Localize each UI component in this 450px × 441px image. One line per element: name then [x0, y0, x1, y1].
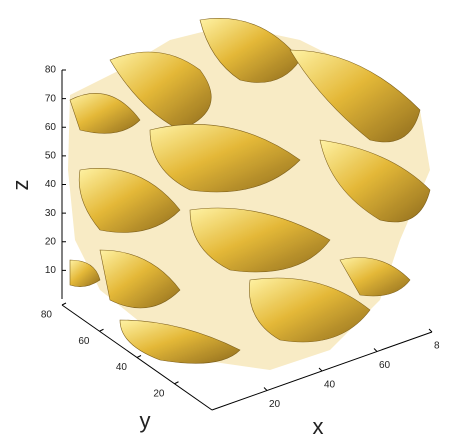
y-tick-label: 60 [78, 336, 90, 347]
z-tick-label: 50 [45, 151, 57, 162]
z-tick-label: 30 [45, 208, 57, 219]
y-tick-label: 80 [41, 310, 53, 321]
z-tick-label: 10 [45, 265, 57, 276]
x-tick [319, 368, 322, 371]
z-tick-label: 80 [45, 65, 57, 76]
x-tick-label: 40 [324, 380, 336, 391]
x-tick [374, 349, 377, 352]
x-axis-label: x [313, 414, 324, 439]
y-tick-label: 20 [153, 388, 165, 399]
z-axis-label: z [8, 180, 33, 191]
z-tick-label: 40 [45, 179, 57, 190]
y-tick [62, 303, 66, 305]
x-tick [429, 329, 432, 332]
x-tick-label: 8 [434, 341, 440, 352]
y-tick [100, 329, 104, 331]
z-tick-label: 60 [45, 122, 57, 133]
x-tick-label: 60 [379, 360, 391, 371]
x-tick [264, 388, 267, 391]
z-tick-label: 20 [45, 236, 57, 247]
y-tick [175, 382, 179, 384]
y-tick [137, 356, 141, 358]
y-tick-label: 40 [116, 362, 128, 373]
isosurface [68, 18, 430, 370]
x-tick-label: 20 [269, 399, 281, 410]
y-axis-label: y [140, 408, 151, 433]
chart: 10 20 30 40 50 60 70 80 20 40 60 80 20 40 60 8 x y z [0, 0, 450, 441]
z-tick-label: 70 [45, 93, 57, 104]
